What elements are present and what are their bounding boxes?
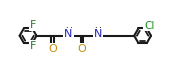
Text: H: H [65,27,72,36]
Text: F: F [30,20,36,30]
Text: N: N [64,29,73,39]
Text: O: O [77,44,86,54]
Text: Cl: Cl [144,21,154,31]
Text: N: N [94,29,102,39]
Text: O: O [48,44,57,54]
Text: F: F [30,41,36,51]
Text: H: H [94,27,101,36]
